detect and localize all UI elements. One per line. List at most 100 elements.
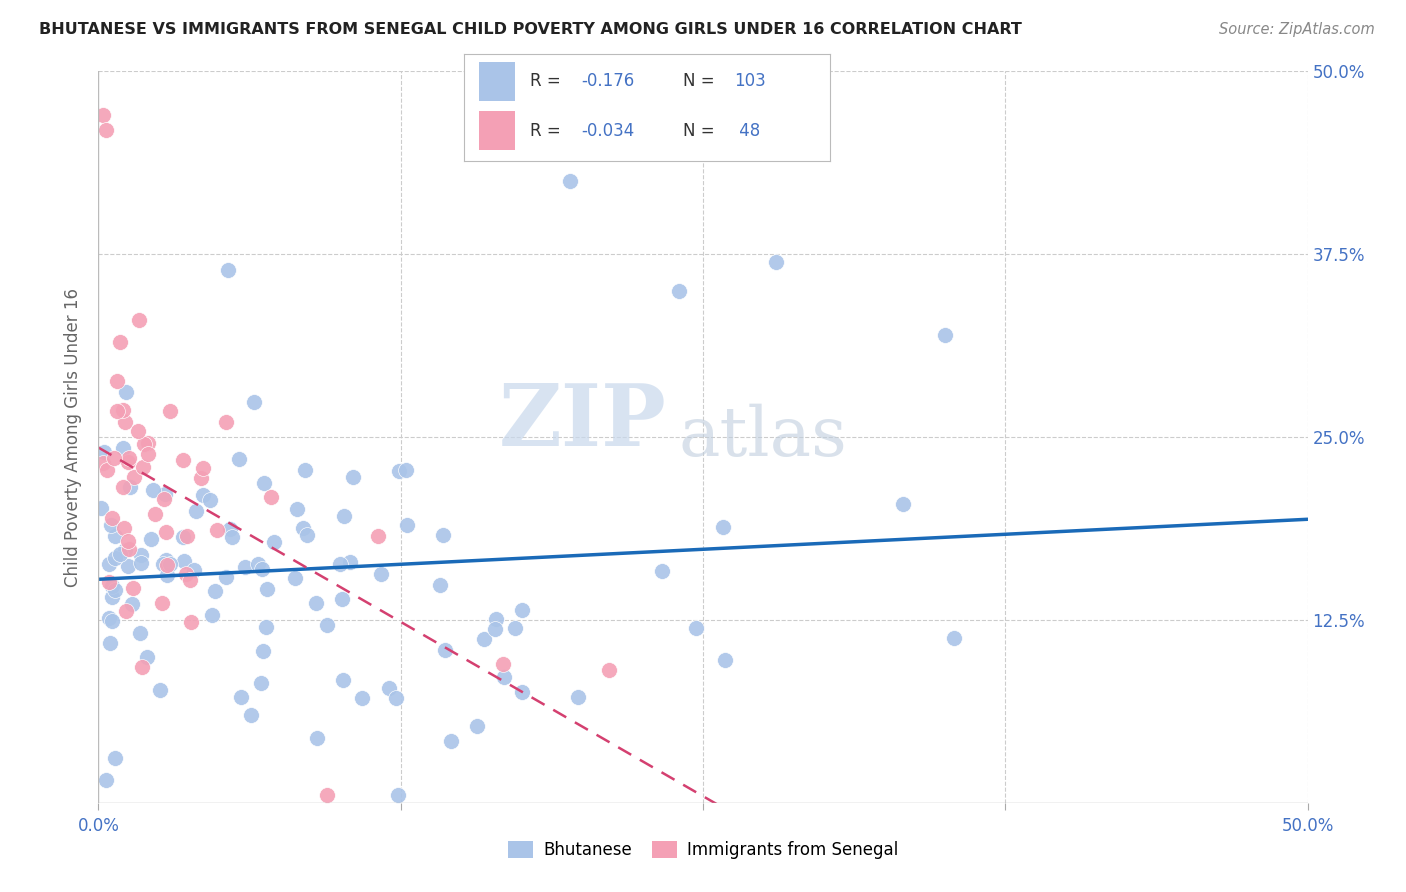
Point <box>101 590 124 604</box>
Legend: Bhutanese, Immigrants from Senegal: Bhutanese, Immigrants from Senegal <box>499 833 907 868</box>
Point <box>112 480 135 494</box>
Point <box>129 548 152 562</box>
Point <box>105 374 128 388</box>
Point <box>97 557 120 571</box>
Point <box>117 559 139 574</box>
Point <box>204 584 226 599</box>
Point <box>256 582 278 596</box>
Text: R =: R = <box>530 121 565 139</box>
Point <box>249 676 271 690</box>
Point <box>263 535 285 549</box>
Text: 103: 103 <box>734 72 766 90</box>
Point <box>104 551 127 566</box>
Point <box>484 622 506 636</box>
Text: N =: N = <box>683 72 720 90</box>
Point <box>179 573 201 587</box>
Point <box>104 529 127 543</box>
Point <box>128 313 150 327</box>
Point <box>474 632 496 647</box>
Point <box>112 521 135 535</box>
Point <box>284 571 307 585</box>
Point <box>101 615 124 629</box>
Text: atlas: atlas <box>679 404 848 470</box>
Point <box>117 533 139 548</box>
Point <box>367 528 389 542</box>
Point <box>152 491 174 506</box>
Bar <box>478 112 515 150</box>
Point <box>329 558 352 572</box>
Point <box>91 108 114 122</box>
Point <box>510 685 533 699</box>
Point <box>142 483 165 498</box>
Point <box>429 578 451 592</box>
Bar <box>478 62 515 101</box>
Point <box>333 508 356 523</box>
Point <box>118 451 141 466</box>
Point <box>598 663 620 677</box>
Point <box>492 657 515 671</box>
Text: -0.176: -0.176 <box>581 72 634 90</box>
Point <box>103 451 125 466</box>
Point <box>105 403 128 417</box>
Point <box>228 451 250 466</box>
Point <box>714 653 737 667</box>
Point <box>152 558 174 572</box>
Point <box>94 772 117 787</box>
Point <box>433 642 456 657</box>
Point <box>131 660 153 674</box>
Point <box>339 555 361 569</box>
Point <box>668 284 690 298</box>
Point <box>295 528 318 542</box>
Point <box>394 463 416 477</box>
Point <box>260 490 283 504</box>
Point <box>98 575 121 590</box>
Point <box>465 719 488 733</box>
Point <box>115 604 138 618</box>
Point <box>136 447 159 461</box>
Point <box>242 395 264 409</box>
Point <box>139 532 162 546</box>
Point <box>129 556 152 570</box>
Text: 48: 48 <box>734 121 761 139</box>
Point <box>132 436 155 450</box>
Point <box>155 553 177 567</box>
Point <box>233 559 256 574</box>
Point <box>385 691 408 706</box>
Point <box>387 789 409 803</box>
Text: -0.034: -0.034 <box>581 121 634 139</box>
Point <box>217 262 239 277</box>
Point <box>98 611 121 625</box>
Point <box>90 501 112 516</box>
Point <box>215 415 238 429</box>
Point <box>135 650 157 665</box>
Point <box>485 612 508 626</box>
Point <box>252 643 274 657</box>
Point <box>103 583 125 598</box>
Point <box>150 596 173 610</box>
Point <box>155 525 177 540</box>
Point <box>291 521 314 535</box>
Point <box>114 542 136 557</box>
Point <box>205 523 228 537</box>
Point <box>173 554 195 568</box>
Point <box>91 456 114 470</box>
Point <box>143 508 166 522</box>
Point <box>183 563 205 577</box>
Point <box>136 436 159 450</box>
Point <box>100 518 122 533</box>
Point <box>332 673 354 687</box>
Point <box>305 731 328 745</box>
Point <box>330 592 353 607</box>
Point <box>221 530 243 544</box>
Point <box>100 579 122 593</box>
Point <box>111 442 134 456</box>
Point <box>558 174 581 188</box>
Point <box>934 327 956 342</box>
Point <box>108 547 131 561</box>
Point <box>193 488 215 502</box>
Point <box>315 789 337 803</box>
Point <box>174 567 197 582</box>
Point <box>439 734 461 748</box>
Point <box>122 581 145 595</box>
Y-axis label: Child Poverty Among Girls Under 16: Child Poverty Among Girls Under 16 <box>65 287 83 587</box>
